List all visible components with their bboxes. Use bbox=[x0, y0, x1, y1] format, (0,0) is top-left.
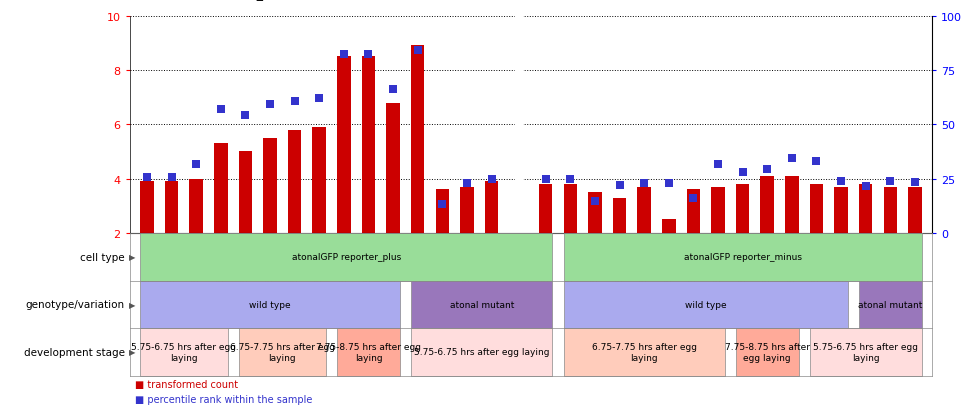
Text: 7.75-8.75 hrs after
egg laying: 7.75-8.75 hrs after egg laying bbox=[725, 342, 810, 362]
Point bbox=[262, 101, 278, 108]
Point bbox=[434, 202, 450, 208]
Text: 5.75-6.75 hrs after egg laying: 5.75-6.75 hrs after egg laying bbox=[414, 348, 550, 356]
Point bbox=[213, 107, 229, 113]
Bar bbox=[164, 182, 179, 233]
Bar bbox=[859, 185, 873, 233]
Bar bbox=[785, 176, 799, 233]
Point bbox=[562, 177, 578, 183]
Point bbox=[188, 161, 204, 168]
Point bbox=[858, 183, 874, 190]
Bar bbox=[288, 131, 302, 233]
Text: atonalGFP reporter_plus: atonalGFP reporter_plus bbox=[292, 253, 401, 261]
Text: 6.75-7.75 hrs after egg
laying: 6.75-7.75 hrs after egg laying bbox=[230, 342, 334, 362]
Text: ■ percentile rank within the sample: ■ percentile rank within the sample bbox=[135, 394, 312, 404]
Point bbox=[587, 198, 603, 205]
Point bbox=[661, 181, 677, 188]
Point bbox=[833, 178, 849, 185]
Text: 6.75-7.75 hrs after egg
laying: 6.75-7.75 hrs after egg laying bbox=[592, 342, 697, 362]
Point bbox=[809, 158, 825, 165]
Point bbox=[907, 179, 923, 186]
Bar bbox=[711, 187, 725, 233]
Point bbox=[287, 99, 303, 105]
Text: atonal mutant: atonal mutant bbox=[858, 300, 923, 309]
Point bbox=[538, 177, 554, 183]
Bar bbox=[214, 144, 228, 233]
Bar bbox=[760, 176, 774, 233]
Text: 5.75-6.75 hrs after egg
laying: 5.75-6.75 hrs after egg laying bbox=[813, 342, 918, 362]
Text: ▶: ▶ bbox=[129, 348, 136, 356]
Text: 5.75-6.75 hrs after egg
laying: 5.75-6.75 hrs after egg laying bbox=[132, 342, 236, 362]
Text: 7.75-8.75 hrs after egg
laying: 7.75-8.75 hrs after egg laying bbox=[316, 342, 421, 362]
Point bbox=[784, 156, 800, 162]
Point bbox=[686, 195, 702, 202]
Bar bbox=[484, 182, 499, 233]
Point bbox=[237, 112, 253, 119]
Bar bbox=[460, 187, 474, 233]
Text: wild type: wild type bbox=[685, 300, 727, 309]
Bar bbox=[563, 185, 578, 233]
Bar bbox=[810, 185, 824, 233]
Bar bbox=[361, 57, 375, 233]
Point bbox=[164, 174, 180, 181]
Bar bbox=[189, 179, 203, 233]
Point bbox=[360, 51, 376, 58]
Point bbox=[636, 181, 652, 188]
Point bbox=[882, 178, 898, 185]
Bar bbox=[637, 187, 651, 233]
Bar bbox=[588, 193, 602, 233]
Bar bbox=[312, 128, 326, 233]
Text: cell type: cell type bbox=[81, 252, 125, 262]
Point bbox=[410, 47, 426, 54]
Text: ▶: ▶ bbox=[129, 253, 136, 261]
Bar bbox=[883, 187, 898, 233]
Text: atonalGFP reporter_minus: atonalGFP reporter_minus bbox=[683, 253, 801, 261]
Point bbox=[336, 51, 352, 58]
Point bbox=[612, 182, 628, 189]
Bar bbox=[908, 187, 922, 233]
Text: wild type: wild type bbox=[249, 300, 291, 309]
Bar bbox=[539, 185, 553, 233]
Text: ▶: ▶ bbox=[129, 300, 136, 309]
Bar bbox=[687, 190, 701, 233]
Bar bbox=[435, 190, 449, 233]
Point bbox=[759, 166, 775, 173]
Bar bbox=[834, 187, 848, 233]
Bar bbox=[736, 185, 750, 233]
Point bbox=[311, 96, 327, 102]
Bar bbox=[337, 57, 351, 233]
Text: atonal mutant: atonal mutant bbox=[450, 300, 514, 309]
Point bbox=[459, 181, 475, 188]
Bar bbox=[386, 103, 400, 233]
Text: development stage: development stage bbox=[24, 347, 125, 357]
Bar bbox=[238, 152, 252, 233]
Bar bbox=[613, 198, 627, 233]
Bar bbox=[411, 46, 425, 233]
Bar bbox=[140, 182, 154, 233]
Text: ■ transformed count: ■ transformed count bbox=[135, 379, 237, 389]
Bar bbox=[662, 220, 676, 233]
Point bbox=[139, 174, 155, 181]
Bar bbox=[263, 138, 277, 233]
Point bbox=[735, 169, 751, 176]
Point bbox=[385, 86, 401, 93]
Point bbox=[710, 161, 726, 168]
Point bbox=[484, 177, 500, 183]
Text: genotype/variation: genotype/variation bbox=[26, 299, 125, 310]
